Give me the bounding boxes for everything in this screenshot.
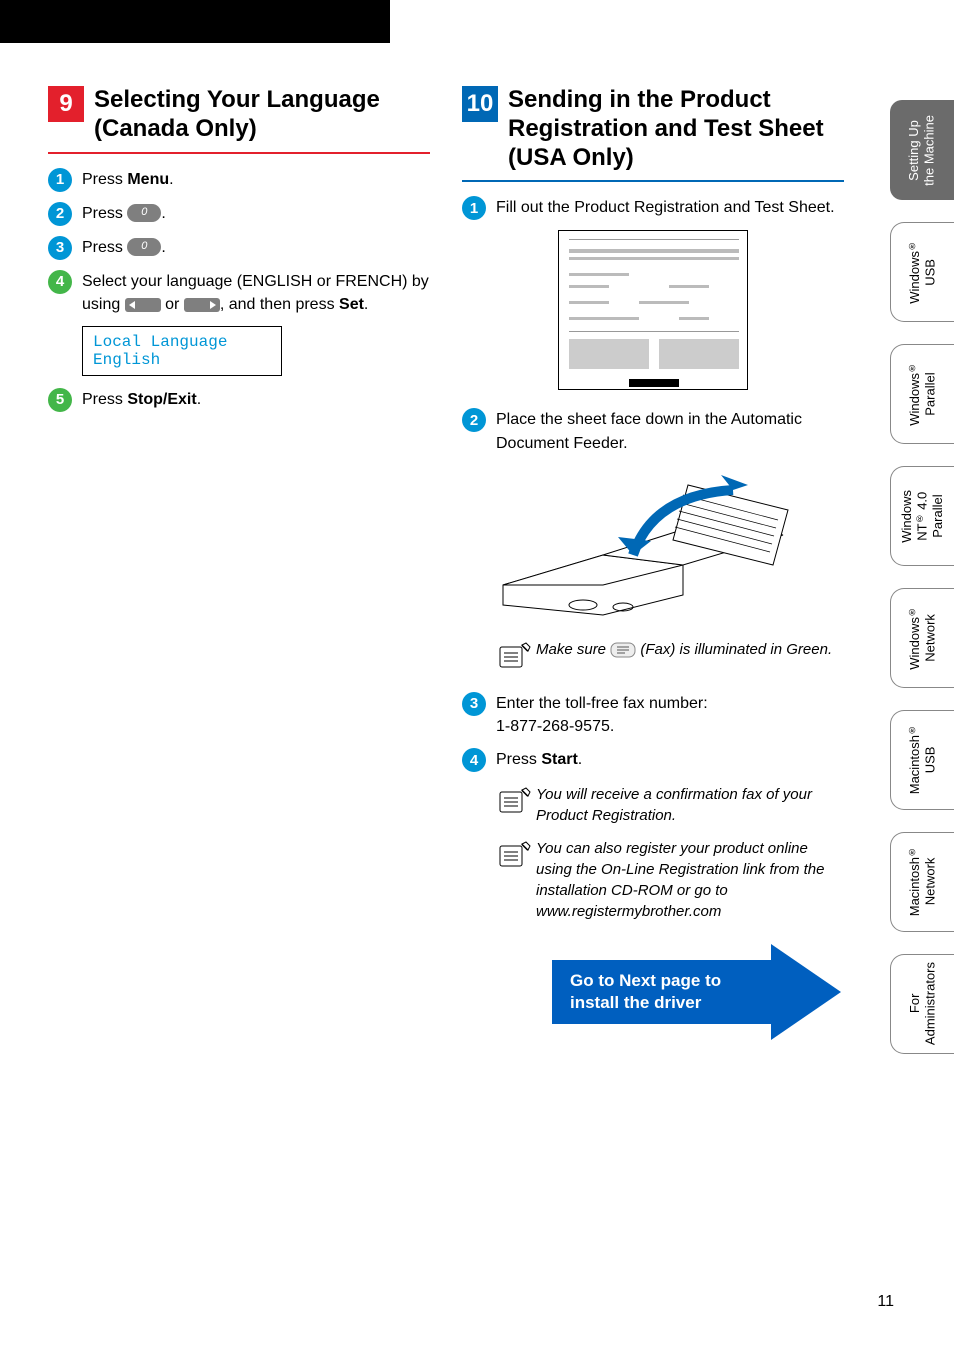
section-9-title: Selecting Your Language (Canada Only) <box>94 86 430 144</box>
tab-label: WindowsNT® 4.0Parallel <box>899 490 946 543</box>
t: Menu <box>127 171 169 188</box>
t: Enter the toll-free fax number: <box>496 695 708 712</box>
section-10-title: Sending in the Product Registration and … <box>508 86 844 172</box>
t: Press <box>496 751 541 768</box>
side-tab[interactable]: Setting Upthe Machine <box>890 100 954 200</box>
side-tab[interactable]: Macintosh®Network <box>890 832 954 932</box>
page-content: 9 Selecting Your Language (Canada Only) … <box>48 86 848 1040</box>
step-text: Press Menu. <box>82 168 430 191</box>
step-badge: 1 <box>48 168 72 192</box>
registration-sheet-illustration <box>558 230 748 390</box>
document-feeder-illustration <box>483 465 823 625</box>
note-fax-green: Make sure (Fax) is illuminated in Green. <box>496 639 844 680</box>
lcd-display: Local Language English <box>82 326 282 376</box>
side-tab[interactable]: Macintosh®USB <box>890 710 954 810</box>
step-text: Press 0. <box>82 202 430 225</box>
tab-label: Macintosh®Network <box>907 847 938 916</box>
side-tab[interactable]: Windows®Parallel <box>890 344 954 444</box>
t: Set <box>339 296 364 313</box>
tab-label: Windows®Network <box>907 607 938 670</box>
t: Press <box>82 391 127 408</box>
step-badge: 5 <box>48 388 72 412</box>
side-tab[interactable]: Windows®USB <box>890 222 954 322</box>
step-9-1: 1 Press Menu. <box>48 168 430 192</box>
arrow-head-icon <box>771 944 841 1040</box>
lcd-line: English <box>93 351 271 369</box>
step-text: Place the sheet face down in the Automat… <box>496 408 844 454</box>
next-arrow-label: Go to Next page to install the driver <box>552 960 772 1024</box>
step-9-2: 2 Press 0. <box>48 202 430 226</box>
t: Start <box>541 751 577 768</box>
t: . <box>578 751 582 768</box>
step-badge: 4 <box>48 270 72 294</box>
t: Press <box>82 205 127 222</box>
step-9-3: 3 Press 0. <box>48 236 430 260</box>
tab-label: Windows®USB <box>907 241 938 304</box>
t: , and then press <box>220 296 339 313</box>
t: or <box>161 296 184 313</box>
step-10-1: 1 Fill out the Product Registration and … <box>462 196 844 220</box>
tab-label: ForAdministrators <box>907 962 938 1045</box>
tab-label: Macintosh®USB <box>907 725 938 794</box>
side-tab[interactable]: ForAdministrators <box>890 954 954 1054</box>
side-tab[interactable]: Windows®Network <box>890 588 954 688</box>
t: . <box>197 391 201 408</box>
t: 1-877-268-9575. <box>496 718 614 735</box>
t: Press <box>82 239 127 256</box>
section-10-head: 10 Sending in the Product Registration a… <box>462 86 844 182</box>
page-number: 11 <box>877 1293 894 1311</box>
t: Press <box>82 171 127 188</box>
note-text: Make sure (Fax) is illuminated in Green. <box>536 639 832 660</box>
t: Make sure <box>536 641 610 658</box>
left-arrow-icon <box>125 298 161 312</box>
section-9-number: 9 <box>48 86 84 122</box>
step-text: Press 0. <box>82 236 430 259</box>
note-text: You can also register your product onlin… <box>536 838 844 922</box>
top-bar <box>0 0 390 43</box>
section-10: 10 Sending in the Product Registration a… <box>462 86 844 1040</box>
section-9: 9 Selecting Your Language (Canada Only) … <box>48 86 430 1040</box>
tab-label: Setting Upthe Machine <box>906 115 937 186</box>
step-10-3: 3 Enter the toll-free fax number: 1-877-… <box>462 692 844 738</box>
right-arrow-icon <box>184 298 220 312</box>
step-9-5: 5 Press Stop/Exit. <box>48 388 430 412</box>
step-9-4: 4 Select your language (ENGLISH or FRENC… <box>48 270 430 316</box>
step-badge: 4 <box>462 748 486 772</box>
step-badge: 3 <box>48 236 72 260</box>
step-text: Fill out the Product Registration and Te… <box>496 196 844 219</box>
t: Stop/Exit <box>127 391 196 408</box>
next-page-arrow: Go to Next page to install the driver <box>552 944 842 1040</box>
tab-label: Windows®Parallel <box>907 363 938 426</box>
lcd-line: Local Language <box>93 333 271 351</box>
t: (Fax) is illuminated in Green. <box>640 641 832 658</box>
step-text: Enter the toll-free fax number: 1-877-26… <box>496 692 844 738</box>
step-text: Select your language (ENGLISH or FRENCH)… <box>82 270 430 316</box>
note-icon <box>496 838 536 879</box>
note-icon <box>496 639 536 680</box>
side-tab[interactable]: WindowsNT® 4.0Parallel <box>890 466 954 566</box>
step-text: Press Start. <box>496 748 844 771</box>
step-badge: 2 <box>462 408 486 432</box>
step-text: Press Stop/Exit. <box>82 388 430 411</box>
t: . <box>364 296 368 313</box>
note-icon <box>496 784 536 825</box>
note-text: You will receive a confirmation fax of y… <box>536 784 844 826</box>
t: . <box>161 239 165 256</box>
key-0-icon: 0 <box>127 204 161 222</box>
section-9-head: 9 Selecting Your Language (Canada Only) <box>48 86 430 154</box>
section-10-number: 10 <box>462 86 498 122</box>
key-0-icon: 0 <box>127 238 161 256</box>
t: . <box>161 205 165 222</box>
step-10-2: 2 Place the sheet face down in the Autom… <box>462 408 844 454</box>
note-confirmation: You will receive a confirmation fax of y… <box>496 784 844 826</box>
fax-icon <box>610 642 636 658</box>
t: . <box>169 171 173 188</box>
note-online-reg: You can also register your product onlin… <box>496 838 844 922</box>
step-badge: 1 <box>462 196 486 220</box>
step-10-4: 4 Press Start. <box>462 748 844 772</box>
step-badge: 3 <box>462 692 486 716</box>
step-badge: 2 <box>48 202 72 226</box>
side-tabs: Setting Upthe Machine Windows®USB Windows®… <box>890 100 954 1076</box>
